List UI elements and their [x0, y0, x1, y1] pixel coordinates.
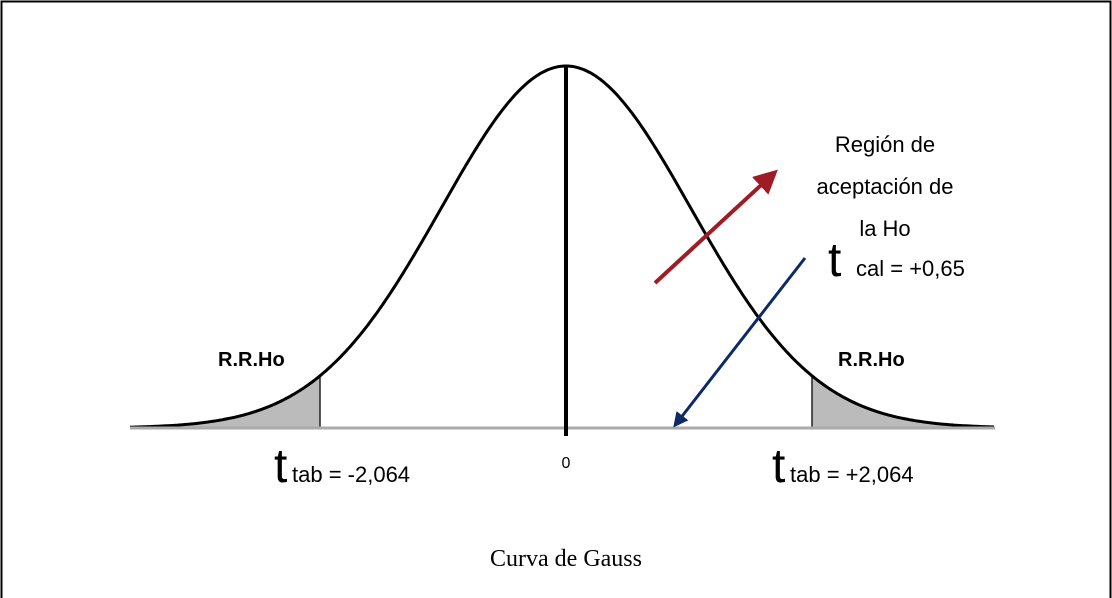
- t-cal-text: cal = +0,65: [856, 256, 965, 281]
- center-label: 0: [562, 455, 571, 472]
- acceptance-arrow: [653, 169, 778, 285]
- tcal-arrow: [673, 257, 807, 428]
- rejection-label: R.R.Ho: [218, 349, 285, 371]
- gauss-curve: [129, 64, 995, 429]
- t-symbol: t: [274, 440, 287, 493]
- acceptance-label-line: aceptación de: [817, 174, 954, 199]
- gauss-curve-group: [129, 64, 995, 429]
- rejection-label: R.R.Ho: [838, 349, 905, 371]
- rejection-area: [130, 375, 320, 428]
- t-tab-text: tab = +2,064: [790, 462, 914, 487]
- rejection-area: [812, 375, 994, 428]
- t-tab-text: tab = -2,064: [292, 462, 410, 487]
- t-symbol: t: [772, 440, 785, 493]
- acceptance-label-line: Región de: [835, 132, 935, 157]
- t-symbol: t: [828, 234, 841, 287]
- acceptance-label-line: la Ho: [859, 216, 910, 241]
- caption: Curva de Gauss: [490, 546, 642, 572]
